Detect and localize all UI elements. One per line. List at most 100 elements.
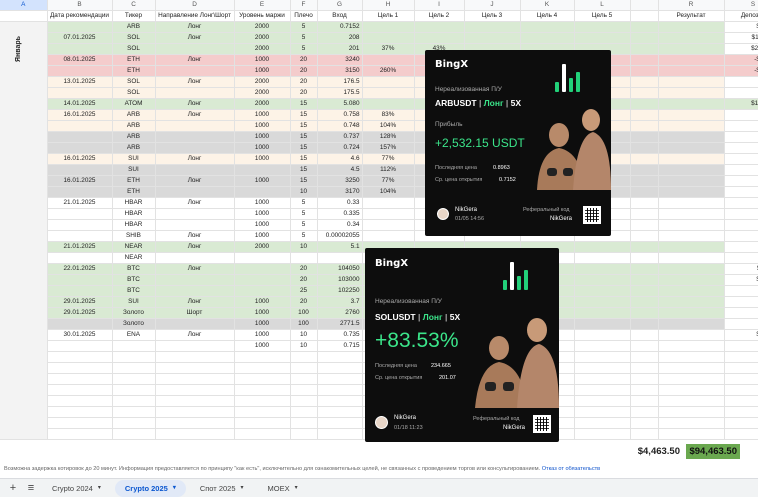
- empty-cell[interactable]: [658, 373, 725, 386]
- cell-t1[interactable]: [362, 98, 415, 111]
- cell-result[interactable]: [724, 219, 758, 232]
- column-header[interactable]: F: [290, 0, 318, 12]
- empty-cell[interactable]: [630, 131, 659, 144]
- cell-entry[interactable]: 3240: [317, 54, 363, 67]
- cell-date[interactable]: [47, 131, 113, 144]
- column-header[interactable]: B: [47, 0, 113, 12]
- cell-entry[interactable]: 103000: [317, 274, 363, 287]
- cell-result[interactable]: [724, 186, 758, 199]
- disclaimer-link[interactable]: Отказ от обязательств: [541, 466, 601, 472]
- cell-ticker[interactable]: [112, 340, 156, 353]
- empty-cell[interactable]: [658, 208, 725, 221]
- empty-cell[interactable]: [234, 406, 291, 419]
- cell-dir[interactable]: Лонг: [155, 153, 235, 166]
- empty-cell[interactable]: [658, 307, 725, 320]
- empty-cell[interactable]: [724, 351, 758, 364]
- empty-cell[interactable]: [630, 109, 659, 122]
- cell-t1[interactable]: 112%: [362, 164, 415, 177]
- header-cell[interactable]: Цель 3: [464, 10, 521, 23]
- empty-cell[interactable]: [658, 120, 725, 133]
- empty-cell[interactable]: [155, 373, 235, 386]
- tab-moex[interactable]: MOEX ▾: [258, 480, 308, 497]
- cell-date[interactable]: 30.01.2025: [47, 329, 113, 342]
- cell-t2[interactable]: [414, 32, 465, 45]
- empty-cell[interactable]: [630, 274, 659, 287]
- empty-cell[interactable]: [290, 395, 318, 408]
- cell-dir[interactable]: [155, 164, 235, 177]
- cell-dir[interactable]: Лонг: [155, 32, 235, 45]
- cell-lev[interactable]: 15: [290, 153, 318, 166]
- cell-result[interactable]: [724, 208, 758, 221]
- empty-cell[interactable]: [155, 384, 235, 397]
- empty-cell[interactable]: [658, 142, 725, 155]
- header-cell[interactable]: Плечо: [290, 10, 318, 23]
- empty-cell[interactable]: [574, 285, 631, 298]
- cell-t1[interactable]: [362, 76, 415, 89]
- empty-cell[interactable]: [47, 395, 113, 408]
- empty-cell[interactable]: [112, 417, 156, 430]
- empty-cell[interactable]: [574, 417, 631, 430]
- cell-date[interactable]: [47, 186, 113, 199]
- cell-result[interactable]: -$992.00: [724, 65, 758, 78]
- cell-date[interactable]: [47, 318, 113, 331]
- header-cell[interactable]: Вход: [317, 10, 363, 23]
- cell-result[interactable]: [724, 87, 758, 100]
- cell-entry[interactable]: 0.724: [317, 142, 363, 155]
- cell-date[interactable]: [47, 340, 113, 353]
- empty-cell[interactable]: [574, 373, 631, 386]
- empty-cell[interactable]: [290, 362, 318, 375]
- cell-t1[interactable]: 83%: [362, 109, 415, 122]
- chevron-down-icon[interactable]: ▾: [294, 484, 298, 491]
- cell-date[interactable]: 29.01.2025: [47, 307, 113, 320]
- empty-cell[interactable]: [724, 428, 758, 441]
- empty-cell[interactable]: [630, 186, 659, 199]
- empty-cell[interactable]: [155, 351, 235, 364]
- cell-margin[interactable]: 1000: [234, 131, 291, 144]
- column-header[interactable]: L: [574, 0, 631, 12]
- empty-cell[interactable]: [658, 417, 725, 430]
- cell-lev[interactable]: 15: [290, 164, 318, 177]
- header-cell[interactable]: Депозит: [724, 10, 758, 23]
- empty-cell[interactable]: [630, 263, 659, 276]
- cell-result[interactable]: $10.00: [724, 307, 758, 320]
- empty-cell[interactable]: [574, 329, 631, 342]
- empty-cell[interactable]: [658, 98, 725, 111]
- empty-cell[interactable]: [630, 76, 659, 89]
- column-header[interactable]: G: [317, 0, 363, 12]
- cell-t1[interactable]: 128%: [362, 131, 415, 144]
- cell-margin[interactable]: 2000: [234, 98, 291, 111]
- cell-date[interactable]: [47, 142, 113, 155]
- cell-t1[interactable]: 77%: [362, 175, 415, 188]
- cell-entry[interactable]: 5.080: [317, 98, 363, 111]
- cell-margin[interactable]: 1000: [234, 54, 291, 67]
- cell-entry[interactable]: 175.5: [317, 87, 363, 100]
- cell-entry[interactable]: 0.7152: [317, 21, 363, 34]
- empty-cell[interactable]: [574, 384, 631, 397]
- column-header[interactable]: I: [414, 0, 465, 12]
- empty-cell[interactable]: [630, 340, 659, 353]
- cell-result[interactable]: $110.00: [724, 263, 758, 276]
- empty-cell[interactable]: [658, 263, 725, 276]
- table-row[interactable]: 16.01.2025SUIЛонг1000154.677%$10.00$93,4…: [0, 153, 758, 166]
- column-header[interactable]: C: [112, 0, 156, 12]
- cell-entry[interactable]: 0.737: [317, 131, 363, 144]
- empty-cell[interactable]: [658, 428, 725, 441]
- empty-cell[interactable]: [574, 252, 631, 265]
- empty-cell[interactable]: [630, 65, 659, 78]
- cell-lev[interactable]: 15: [290, 98, 318, 111]
- cell-result[interactable]: [724, 340, 758, 353]
- empty-cell[interactable]: [47, 351, 113, 364]
- cell-lev[interactable]: 20: [290, 65, 318, 78]
- empty-cell[interactable]: [47, 406, 113, 419]
- cell-t1[interactable]: 77%: [362, 153, 415, 166]
- cell-date[interactable]: 22.01.2025: [47, 263, 113, 276]
- cell-t1[interactable]: [362, 208, 415, 221]
- empty-cell[interactable]: [112, 373, 156, 386]
- cell-ticker[interactable]: SUI: [112, 153, 156, 166]
- empty-cell[interactable]: [630, 406, 659, 419]
- empty-cell[interactable]: [630, 21, 659, 34]
